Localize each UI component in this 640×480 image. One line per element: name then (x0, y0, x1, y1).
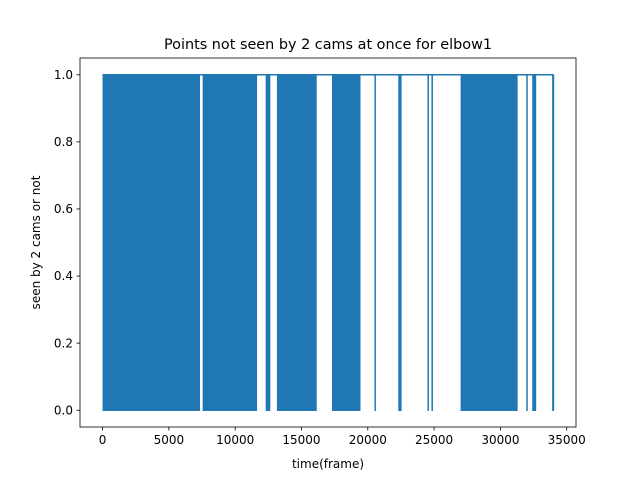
x-tick-label: 35000 (548, 433, 586, 447)
series-oscillation-block (526, 74, 528, 411)
series-oscillation-block (202, 74, 258, 411)
series-oscillation-block (265, 74, 271, 411)
x-axis-ticks: 0 5000 10000 15000 20000 25000 30000 35000 (99, 427, 586, 447)
series-oscillation-block (398, 74, 402, 411)
y-tick-label: 0.6 (54, 202, 73, 216)
series-oscillation-block (532, 74, 537, 411)
y-tick-label: 0.2 (54, 336, 73, 350)
x-tick-label: 10000 (216, 433, 254, 447)
series-oscillation-block (331, 74, 361, 411)
y-axis-ticks: 0.0 0.2 0.4 0.6 0.8 1.0 (54, 68, 80, 417)
plot-frame (79, 57, 577, 428)
x-axis-label: time(frame) (292, 457, 364, 471)
series-oscillation-block (374, 74, 376, 411)
x-tick-label: 0 (99, 433, 107, 447)
series-oscillation-block (276, 74, 317, 411)
y-tick-label: 0.0 (54, 403, 73, 417)
y-axis-label: seen by 2 cams or not (29, 175, 43, 309)
series-oscillation-block (102, 74, 201, 411)
x-tick-label: 20000 (349, 433, 387, 447)
x-tick-label: 15000 (282, 433, 320, 447)
series-oscillation-block (431, 74, 433, 411)
y-tick-label: 1.0 (54, 68, 73, 82)
series-oscillation-block (427, 74, 429, 411)
chart-title: Points not seen by 2 cams at once for el… (164, 37, 492, 53)
x-tick-label: 5000 (154, 433, 185, 447)
plot-marks (102, 74, 555, 411)
series-oscillation-block (460, 74, 518, 411)
y-tick-label: 0.8 (54, 135, 73, 149)
y-tick-label: 0.4 (54, 269, 73, 283)
x-tick-label: 25000 (415, 433, 453, 447)
x-tick-label: 30000 (481, 433, 519, 447)
